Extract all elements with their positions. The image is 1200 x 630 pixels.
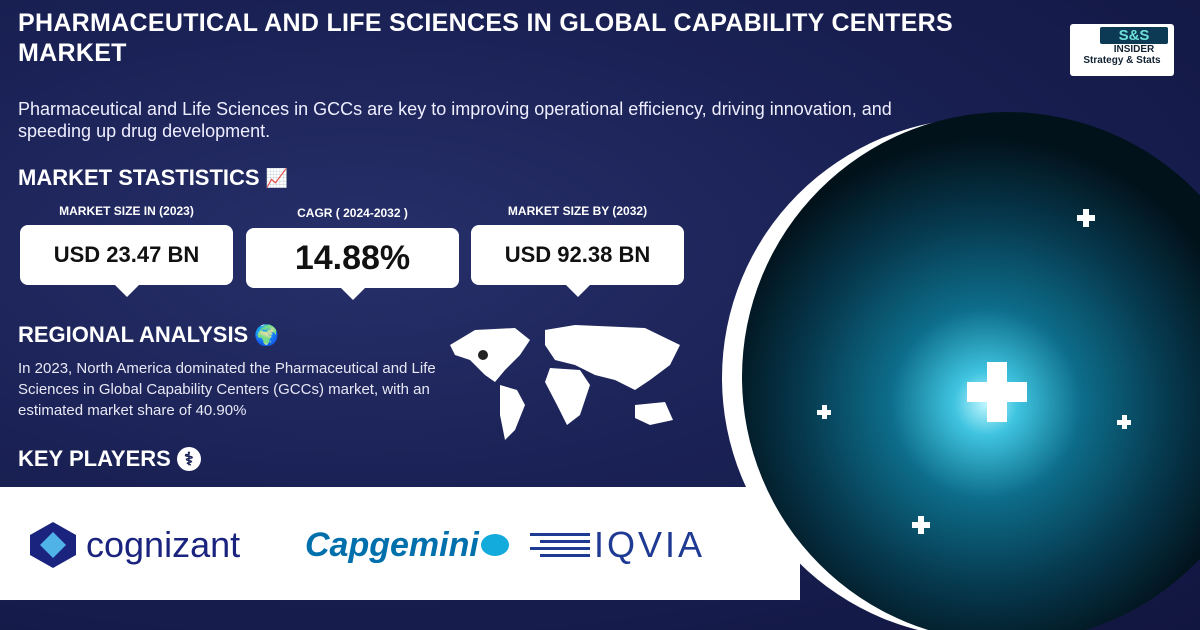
stat-label: CAGR ( 2024-2032 ) [297,206,408,220]
capgemini-logo: Capgemini [305,520,509,570]
stat-value-box: USD 23.47 BN [20,225,233,297]
growth-chart-icon: 📈 [265,167,289,188]
iqvia-logo: IQVIA [530,520,705,570]
stats-heading: MARKET STASTISTICS 📈 [18,165,288,191]
brand-logo: S&S INSIDER Strategy & Stats [1070,24,1174,76]
regional-heading-text: REGIONAL ANALYSIS [18,322,249,347]
page-title: Pharmaceutical and Life Sciences in Glob… [18,9,954,67]
regional-heading: REGIONAL ANALYSIS 🌍 [18,322,279,348]
cognizant-mark-icon [30,522,76,568]
regional-text: In 2023, North America dominated the Pha… [18,360,436,419]
cognizant-text: cognizant [86,524,241,565]
map-pin-icon [478,350,488,360]
world-map [450,325,680,440]
spade-icon [480,534,509,556]
logo-bottom: Strategy & Stats [1083,55,1161,66]
stat-label: MARKET SIZE BY (2032) [507,204,648,218]
stats-heading-text: MARKET STASTISTICS [18,165,260,190]
players-heading: KEY PLAYERS ⚕ [18,446,201,472]
stat-value-box: USD 92.38 BN [471,225,684,297]
logo-mid: INSIDER [1113,44,1155,55]
iqvia-text: IQVIA [594,524,706,565]
players-heading-text: KEY PLAYERS [18,446,171,471]
key-players-band [0,487,800,600]
stat-label: MARKET SIZE IN (2023) [59,204,194,218]
medical-cross-icons [817,209,1131,534]
medical-network-image [742,112,1200,630]
page-subtitle: Pharmaceutical and Life Sciences in GCCs… [18,99,892,141]
stat-value-box: 14.88% [246,228,459,300]
capgemini-text: Capgemini [305,525,479,564]
globe-pin-icon: 🌍 [254,324,280,347]
logo-top: S&S [1100,27,1168,44]
cognizant-logo: cognizant [28,520,240,570]
iqvia-lines-icon [530,533,590,557]
person-icon: ⚕ [176,447,201,471]
